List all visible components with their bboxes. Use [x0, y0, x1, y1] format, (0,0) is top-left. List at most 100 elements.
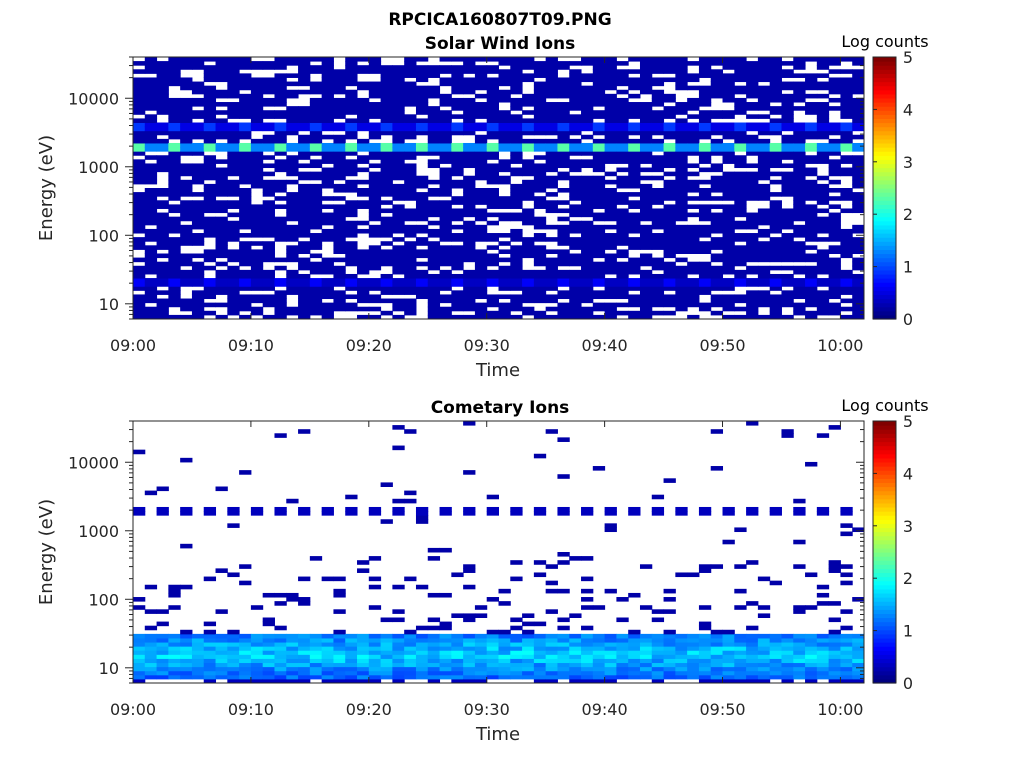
heatmap-cell — [639, 126, 653, 132]
heatmap-cell — [439, 69, 452, 74]
heatmap-cell — [274, 294, 287, 300]
heatmap-cell — [698, 126, 712, 132]
heatmap-cell — [321, 175, 334, 181]
heatmap-cell — [404, 179, 417, 185]
heatmap-cell — [816, 294, 830, 300]
heatmap-cell — [392, 65, 405, 70]
heatmap-cell — [781, 658, 794, 664]
heatmap-cell — [262, 621, 275, 627]
heatmap-cell — [616, 241, 629, 246]
heatmap-cell — [309, 106, 323, 111]
heatmap-cell — [392, 155, 405, 160]
heatmap-cell — [380, 126, 393, 132]
heatmap-cell — [486, 506, 499, 512]
heatmap-cell — [852, 147, 865, 152]
heatmap-cell — [274, 257, 287, 263]
heatmap-cell — [805, 134, 818, 140]
heatmap-cell — [203, 114, 217, 119]
heatmap-cell — [545, 57, 558, 62]
heatmap-cell — [191, 175, 205, 181]
heatmap-cell — [239, 282, 252, 287]
heatmap-cell — [746, 114, 759, 119]
heatmap-cell — [486, 273, 499, 279]
heatmap-cell — [710, 179, 724, 185]
heatmap-cell — [333, 642, 346, 647]
heatmap-cell — [463, 102, 476, 107]
heatmap-cell — [840, 654, 853, 659]
heatmap-cell — [156, 73, 169, 78]
heatmap-cell — [533, 253, 547, 259]
heatmap-cell — [533, 204, 547, 209]
heatmap-cell — [616, 286, 629, 291]
heatmap-cell — [628, 592, 641, 598]
heatmap-cell — [793, 269, 806, 275]
heatmap-cell — [474, 122, 488, 128]
heatmap-cell — [545, 224, 558, 230]
heatmap-cell — [415, 196, 429, 201]
heatmap-cell — [757, 122, 771, 128]
heatmap-cell — [333, 69, 346, 74]
heatmap-cell — [581, 102, 594, 107]
heatmap-cell — [675, 654, 688, 659]
heatmap-cell — [286, 171, 299, 177]
heatmap-cell — [392, 650, 405, 655]
heatmap-cell — [239, 93, 252, 99]
heatmap-cell — [168, 126, 181, 132]
heatmap-cell — [592, 175, 606, 181]
heatmap-cell — [392, 89, 405, 95]
heatmap-cell — [757, 138, 771, 144]
heatmap-cell — [333, 171, 346, 177]
heatmap-cell — [569, 278, 582, 283]
heatmap-cell — [734, 245, 747, 250]
heatmap-cell — [463, 568, 476, 573]
heatmap-cell — [510, 183, 523, 189]
heatmap-cell — [191, 654, 205, 659]
heatmap-cell — [651, 110, 665, 115]
heatmap-cell — [368, 142, 382, 148]
heatmap-cell — [191, 85, 205, 91]
heatmap-cell — [333, 633, 346, 639]
heatmap-cell — [510, 302, 523, 308]
x-tick-label: 09:40 — [582, 700, 628, 719]
heatmap-cell — [321, 670, 334, 676]
heatmap-cell — [191, 294, 205, 300]
heatmap-cell — [840, 130, 853, 136]
colorbar-step — [873, 588, 896, 594]
heatmap-cell — [628, 237, 641, 242]
heatmap-cell — [498, 163, 511, 169]
heatmap-cell — [675, 171, 688, 177]
heatmap-cell — [474, 282, 488, 287]
heatmap-cell — [639, 106, 653, 111]
colorbar-step — [873, 142, 896, 148]
heatmap-cell — [451, 674, 464, 680]
heatmap-cell — [581, 588, 594, 594]
heatmap-cell — [757, 278, 771, 283]
heatmap-cell — [415, 658, 429, 664]
heatmap-cell — [746, 73, 759, 78]
heatmap-cell — [852, 183, 865, 189]
heatmap-cell — [415, 261, 429, 267]
heatmap-cell — [746, 163, 759, 169]
heatmap-cell — [133, 110, 146, 115]
heatmap-cell — [309, 183, 323, 189]
heatmap-cell — [828, 204, 841, 209]
heatmap-cell — [663, 179, 676, 185]
heatmap-cell — [545, 298, 558, 304]
heatmap-cell — [286, 633, 299, 639]
heatmap-cell — [816, 192, 830, 197]
heatmap-cell — [309, 81, 323, 87]
heatmap-cell — [380, 666, 393, 672]
heatmap-cell — [557, 633, 570, 639]
heatmap-cell — [781, 171, 794, 177]
heatmap-cell — [698, 286, 712, 291]
heatmap-cell — [628, 85, 641, 91]
heatmap-cell — [474, 147, 488, 152]
heatmap-cell — [415, 216, 429, 222]
heatmap-cell — [557, 637, 570, 643]
heatmap-cell — [250, 306, 264, 312]
heatmap-cell — [757, 130, 771, 136]
heatmap-cell — [262, 674, 275, 680]
heatmap-cell — [156, 314, 169, 320]
heatmap-cell — [616, 97, 629, 103]
heatmap-cell — [474, 57, 488, 62]
